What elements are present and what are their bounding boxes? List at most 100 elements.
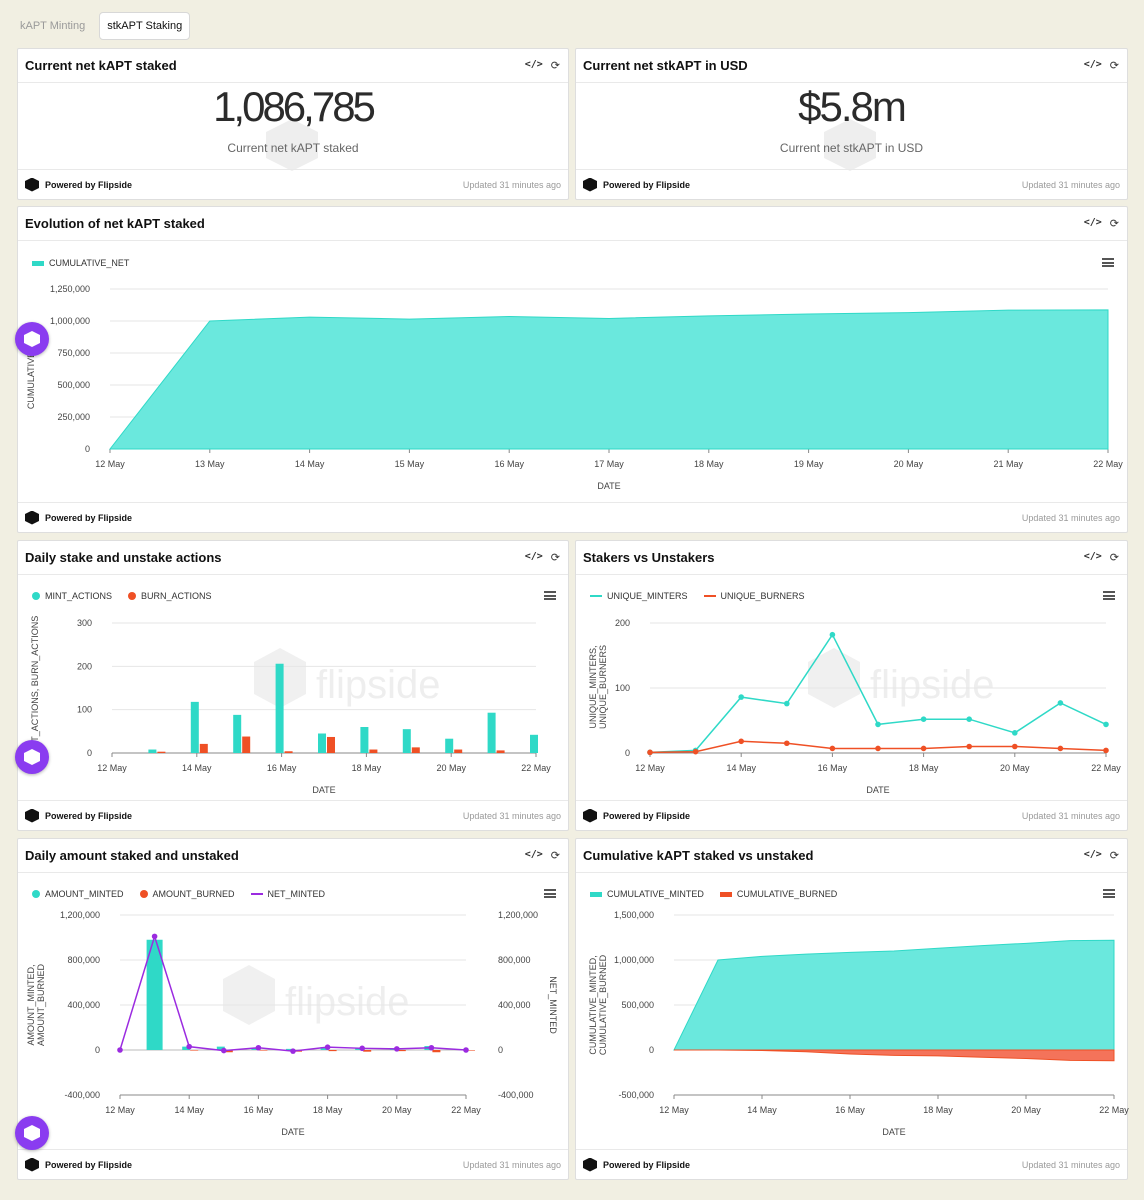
chart-legend: CUMULATIVE_NET <box>32 258 129 268</box>
bar-amount-burned <box>328 1050 337 1052</box>
x-tick-label: 16 May <box>835 1105 865 1115</box>
y-tick-label: -400,000 <box>64 1090 100 1100</box>
flipside-cube-icon <box>24 331 40 347</box>
legend-label: BURN_ACTIONS <box>141 591 212 601</box>
point-net-minted <box>151 933 158 940</box>
legend-item[interactable]: UNIQUE_BURNERS <box>703 591 805 601</box>
updated-text: Updated 31 minutes ago <box>1021 1159 1120 1170</box>
y-tick-label: 1,200,000 <box>60 910 100 920</box>
flipside-fab-button[interactable] <box>15 740 49 774</box>
updated-text: Updated 31 minutes ago <box>462 179 561 190</box>
area-cumulative-net <box>108 309 1109 450</box>
legend-label: AMOUNT_MINTED <box>45 889 124 899</box>
y-tick-label: 0 <box>95 1045 100 1055</box>
powered-by-text[interactable]: Powered by Flipside <box>45 810 133 821</box>
panel-header: Daily amount staked and unstaked </> ⟳ <box>18 839 568 873</box>
powered-by-text[interactable]: Powered by Flipside <box>45 512 133 523</box>
code-icon[interactable]: </> <box>1083 217 1102 228</box>
point-unique-burners <box>647 749 653 756</box>
panel-title: Cumulative kAPT staked vs unstaked <box>583 848 814 863</box>
legend-item[interactable]: BURN_ACTIONS <box>128 591 212 601</box>
powered-by-text[interactable]: Powered by Flipside <box>603 1159 691 1170</box>
panel-header: Current net kAPT staked </> ⟳ <box>18 49 568 83</box>
flipside-fab-button[interactable] <box>15 1116 49 1150</box>
panel-footer: Powered by Flipside Updated 31 minutes a… <box>18 1149 568 1179</box>
menu-icon[interactable] <box>1102 258 1114 267</box>
menu-icon[interactable] <box>1103 591 1115 600</box>
powered-by-text[interactable]: Powered by Flipside <box>45 179 133 190</box>
bar-amount-minted <box>251 1048 260 1050</box>
panel-title: Daily stake and unstake actions <box>25 550 222 565</box>
bar-burn-actions <box>157 751 166 753</box>
y-tick-label: 0 <box>649 1045 654 1055</box>
legend-item[interactable]: CUMULATIVE_NET <box>32 258 129 268</box>
bar-amount-burned <box>467 1050 475 1051</box>
powered-by-text[interactable]: Powered by Flipside <box>603 810 691 821</box>
y-axis-title: MINT_ACTIONS, BURN_ACTIONS <box>30 616 40 759</box>
legend-item[interactable]: AMOUNT_MINTED <box>32 889 124 899</box>
refresh-icon[interactable]: ⟳ <box>550 552 560 564</box>
legend-item[interactable]: NET_MINTED <box>250 889 325 899</box>
panel-footer: Powered by Flipside Updated 31 minutes a… <box>576 169 1127 199</box>
bar-amount-burned <box>432 1050 441 1053</box>
panel-title: Current net kAPT staked <box>25 58 177 73</box>
menu-icon[interactable] <box>544 889 556 898</box>
refresh-icon[interactable]: ⟳ <box>1109 850 1119 862</box>
refresh-icon[interactable]: ⟳ <box>1109 552 1119 564</box>
updated-text: Updated 31 minutes ago <box>1021 179 1120 190</box>
x-tick-label: 13 May <box>195 459 225 469</box>
legend-swatch <box>128 592 137 600</box>
code-icon[interactable]: </> <box>1083 551 1102 562</box>
tab-kapt-minting[interactable]: kAPT Minting <box>20 20 86 32</box>
x-axis-title: DATE <box>281 1127 304 1137</box>
legend-item[interactable]: MINT_ACTIONS <box>32 591 112 601</box>
legend-item[interactable]: CUMULATIVE_BURNED <box>719 889 837 899</box>
y-tick-label: 300 <box>77 618 92 628</box>
legend-label: CUMULATIVE_MINTED <box>607 889 704 899</box>
big-number-value: $5.8m <box>798 83 907 130</box>
refresh-icon[interactable]: ⟳ <box>550 850 560 862</box>
code-icon[interactable]: </> <box>1083 59 1102 70</box>
legend-label: AMOUNT_BURNED <box>152 889 235 899</box>
legend-swatch <box>139 890 148 898</box>
flipside-cube-icon <box>24 1125 40 1141</box>
y2-tick-label: 400,000 <box>498 1000 531 1010</box>
powered-by-text[interactable]: Powered by Flipside <box>45 1159 133 1170</box>
bar-burn-actions <box>242 736 251 753</box>
legend-item[interactable]: UNIQUE_MINTERS <box>590 591 688 601</box>
chart-stakers: flipside 0 100 200 12 May 14 May 16 May 18 May 2… <box>588 618 1121 795</box>
point-unique-burners <box>1057 745 1064 752</box>
y-axis-title: CUMULATIVE_MINTED, <box>588 955 598 1054</box>
panel-footer: Powered by Flipside Updated 31 minutes a… <box>18 502 1127 532</box>
bar-burn-actions <box>411 747 420 753</box>
bar-burn-actions <box>496 750 505 753</box>
legend-item[interactable]: AMOUNT_BURNED <box>139 889 235 899</box>
refresh-icon[interactable]: ⟳ <box>1109 60 1119 72</box>
flipside-logo-icon <box>25 808 39 823</box>
bar-mint-actions <box>275 663 284 753</box>
code-icon[interactable]: </> <box>524 551 543 562</box>
chart-cumulative: flipside-500,0000500,0001,000,0001,500,0… <box>588 910 1129 1137</box>
code-icon[interactable]: </> <box>1083 849 1102 860</box>
panel-header: Daily stake and unstake actions </> ⟳ <box>18 541 568 575</box>
menu-icon[interactable] <box>544 591 556 600</box>
x-tick-label: 12 May <box>105 1105 135 1115</box>
legend-item[interactable]: CUMULATIVE_MINTED <box>590 889 704 899</box>
x-tick-label: 20 May <box>1000 763 1030 773</box>
panel-title: Evolution of net kAPT staked <box>25 216 205 231</box>
refresh-icon[interactable]: ⟳ <box>550 60 560 72</box>
legend-swatch <box>32 592 40 600</box>
flipside-fab-button[interactable] <box>15 322 49 356</box>
code-icon[interactable]: </> <box>524 849 543 860</box>
x-tick-label: 18 May <box>352 763 382 773</box>
code-icon[interactable]: </> <box>524 59 543 70</box>
x-tick-label: 14 May <box>182 763 212 773</box>
y-tick-label: 200 <box>77 661 92 671</box>
tab-stkapt-staking[interactable]: stkAPT Staking <box>99 12 191 40</box>
y-axis-title: AMOUNT_BURNED <box>36 964 46 1047</box>
x-tick-label: 16 May <box>267 763 297 773</box>
point-net-minted <box>324 1044 331 1050</box>
menu-icon[interactable] <box>1103 889 1115 898</box>
powered-by-text[interactable]: Powered by Flipside <box>603 179 691 190</box>
refresh-icon[interactable]: ⟳ <box>1109 218 1119 230</box>
